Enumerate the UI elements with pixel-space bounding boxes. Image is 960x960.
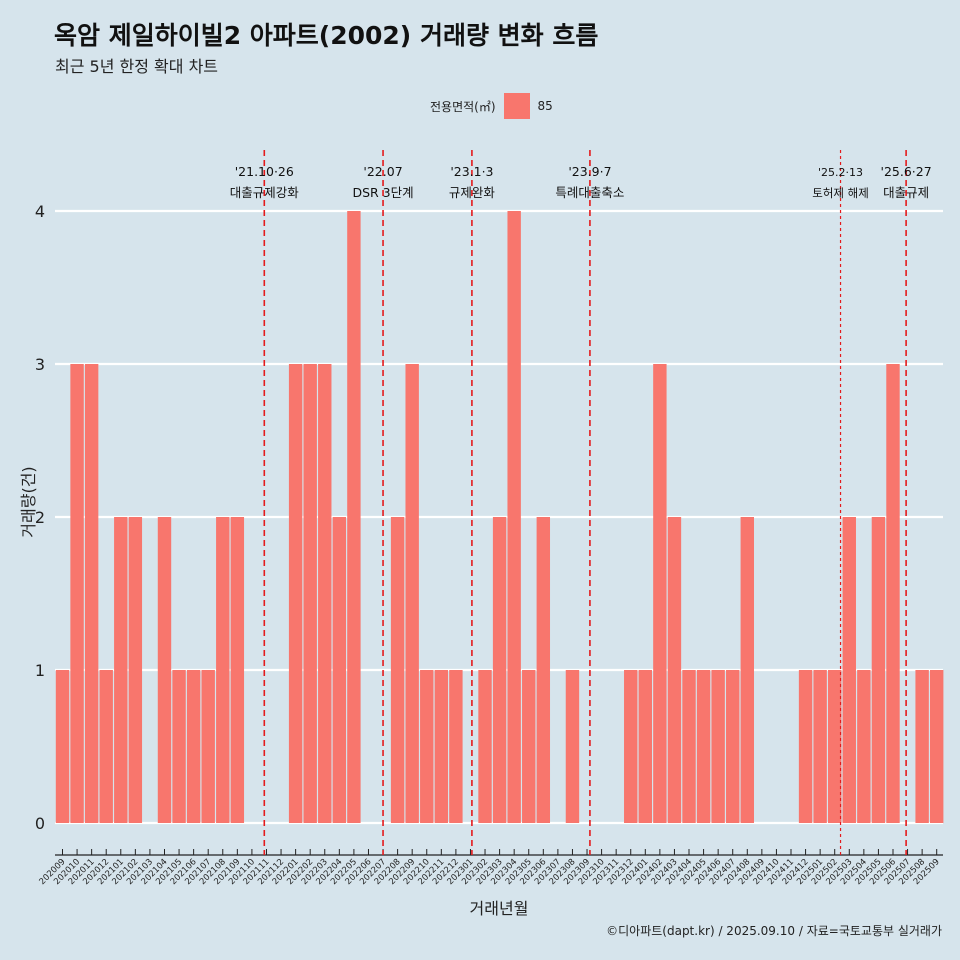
event-label: 토허제 해제 — [812, 186, 869, 200]
bar-202107 — [201, 670, 215, 823]
bar-202303 — [492, 517, 507, 823]
event-date: '22.07 — [363, 164, 402, 179]
bar-202010 — [70, 364, 84, 823]
y-axis-title: 거래량(건) — [19, 466, 38, 537]
bar-202408 — [740, 517, 754, 823]
bar-202505 — [871, 517, 886, 823]
chart-title: 옥암 제일하이빌2 아파트(2002) 거래량 변화 흐름 — [54, 21, 599, 50]
bar-202506 — [886, 364, 900, 823]
bar-202305 — [522, 670, 536, 823]
bar-202401 — [638, 670, 653, 823]
bar-202205 — [347, 211, 361, 823]
bar-202203 — [318, 364, 332, 823]
bar-202208 — [390, 517, 405, 823]
bar-202104 — [157, 517, 172, 823]
bar-202106 — [186, 670, 201, 823]
source-caption: ©디아파트(dapt.kr) / 2025.09.10 / 자료=국토교통부 실… — [606, 924, 942, 938]
bar-202011 — [84, 364, 99, 823]
bar-202504 — [857, 670, 871, 823]
event-date: '25.6·27 — [881, 164, 932, 179]
bar-202109 — [230, 517, 245, 823]
legend-label: 85 — [537, 99, 553, 113]
bar-202012 — [99, 670, 113, 823]
bar-202209 — [405, 364, 419, 823]
bar-202509 — [929, 670, 944, 823]
bar-202306 — [536, 517, 551, 823]
y-tick-label: 0 — [35, 814, 45, 833]
bar-202503 — [842, 517, 856, 823]
event-label: DSR 3단계 — [352, 185, 413, 200]
event-label: 특례대출축소 — [555, 185, 624, 200]
y-tick-label: 2 — [35, 508, 45, 527]
bar-202402 — [653, 364, 667, 823]
bar-202308 — [565, 670, 580, 823]
bar-202201 — [288, 364, 303, 823]
event-label: 대출규제 — [883, 185, 929, 200]
bar-202407 — [726, 670, 740, 823]
bar-202405 — [696, 670, 711, 823]
bar-202105 — [172, 670, 186, 823]
y-tick-label: 3 — [35, 355, 45, 374]
legend-title: 전용면적(㎡) — [430, 99, 496, 114]
bar-202212 — [449, 670, 463, 823]
event-label: 규제완화 — [449, 185, 496, 200]
bar-202312 — [624, 670, 638, 823]
y-tick-label: 1 — [35, 661, 45, 680]
legend: 전용면적(㎡) 85 — [430, 93, 553, 119]
bar-202108 — [216, 517, 230, 823]
bar-202210 — [420, 670, 434, 823]
bar-202412 — [798, 670, 813, 823]
bar-202211 — [434, 670, 449, 823]
chart-subtitle: 최근 5년 한정 확대 차트 — [55, 57, 219, 76]
bar-202508 — [915, 670, 929, 823]
bar-202009 — [55, 670, 70, 823]
bar-202204 — [332, 517, 347, 823]
event-date: '23.1·3 — [450, 164, 493, 179]
bar-202501 — [813, 670, 827, 823]
bar-202403 — [667, 517, 682, 823]
legend-swatch — [503, 93, 530, 119]
bar-202101 — [114, 517, 128, 823]
x-axis-title: 거래년월 — [470, 899, 529, 918]
bar-202502 — [828, 670, 842, 823]
y-tick-label: 4 — [35, 202, 45, 221]
event-label: 대출규제강화 — [230, 185, 300, 200]
event-date: '25.2·13 — [818, 166, 863, 179]
bar-202406 — [711, 670, 725, 823]
bar-202202 — [303, 364, 317, 823]
bar-202102 — [128, 517, 143, 823]
bar-202302 — [478, 670, 492, 823]
event-date: '23.9·7 — [568, 164, 611, 179]
bar-202404 — [682, 670, 696, 823]
event-date: '21.10·26 — [235, 164, 294, 179]
bar-202304 — [507, 211, 521, 823]
